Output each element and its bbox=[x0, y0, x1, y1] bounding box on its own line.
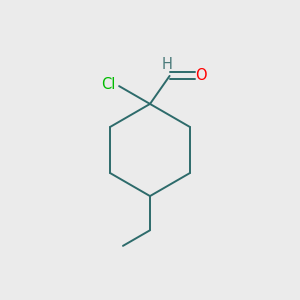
Text: Cl: Cl bbox=[100, 77, 115, 92]
Text: H: H bbox=[162, 56, 173, 71]
Text: O: O bbox=[196, 68, 207, 83]
